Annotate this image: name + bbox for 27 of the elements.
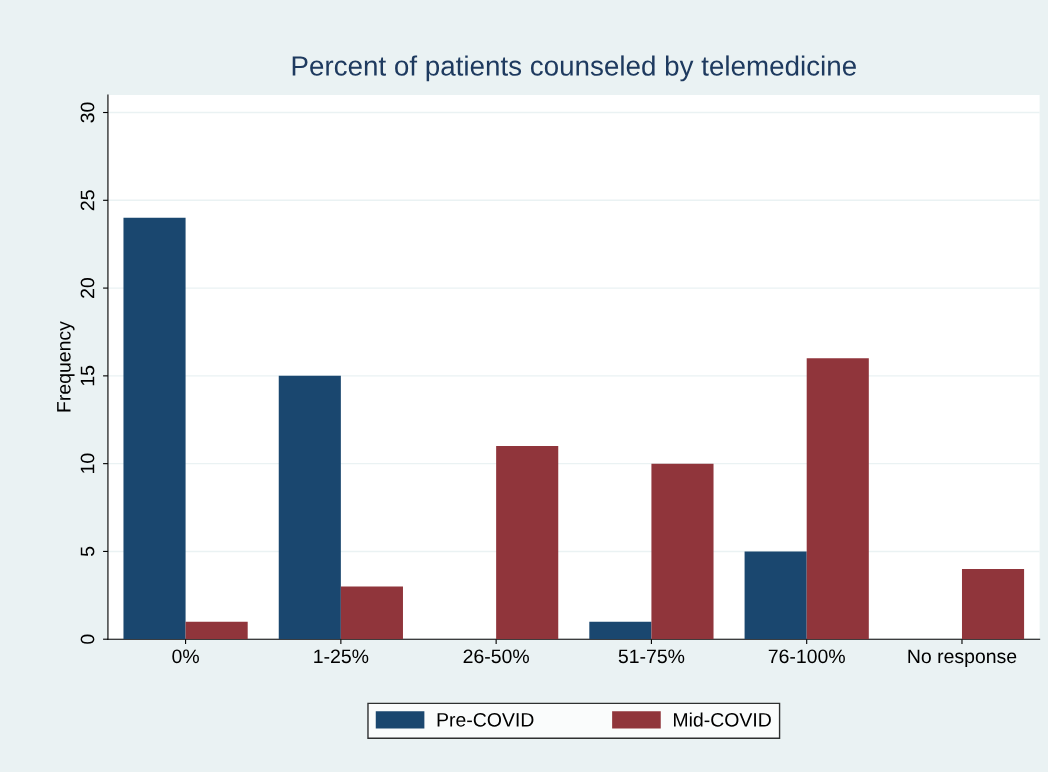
bar xyxy=(806,358,869,640)
x-tick-label: 51-75% xyxy=(618,649,685,664)
bar xyxy=(340,586,403,640)
y-tick-label: 20 xyxy=(80,278,95,298)
bar xyxy=(278,375,341,640)
bar xyxy=(589,621,652,640)
y-tick-label: 5 xyxy=(80,546,95,557)
x-tick-label: 1-25% xyxy=(314,649,369,664)
bar xyxy=(651,463,714,640)
legend-label: Mid-COVID xyxy=(674,712,771,727)
bar xyxy=(123,217,186,640)
x-tick-label: 0% xyxy=(172,649,199,664)
chart-title: Percent of patients counseled by telemedicine xyxy=(292,55,856,82)
y-tick-label: 15 xyxy=(80,365,95,386)
y-tick-label: 10 xyxy=(80,453,95,473)
bar xyxy=(496,446,559,640)
y-tick-label: 30 xyxy=(80,102,95,123)
y-axis-title: Frequency xyxy=(57,321,75,412)
x-tick-label: No response xyxy=(908,649,1017,668)
bar xyxy=(744,551,807,640)
legend-label: Pre-COVID xyxy=(437,712,534,727)
bar xyxy=(185,621,248,640)
y-tick-label: 25 xyxy=(80,190,95,211)
x-tick-label: 26-50% xyxy=(463,649,529,664)
x-tick-label: 76-100% xyxy=(768,649,845,664)
bar xyxy=(961,568,1025,640)
y-tick-label: 0 xyxy=(80,634,95,644)
